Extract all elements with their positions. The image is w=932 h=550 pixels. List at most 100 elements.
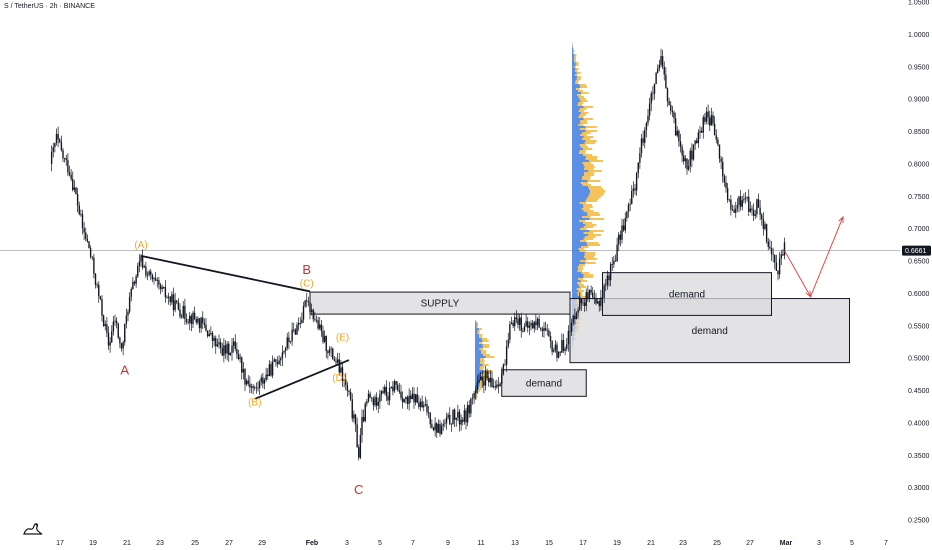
volume-profile-bar <box>583 226 594 228</box>
volume-profile-bar <box>572 58 575 60</box>
volume-profile-bar <box>572 136 584 138</box>
volume-profile-bar <box>482 340 489 342</box>
candle-body <box>174 300 176 311</box>
volume-profile-bar <box>477 332 480 334</box>
price-axis[interactable]: 1.0500 1.0000 0.9500 0.9000 0.8500 0.8000 0.75… <box>902 0 931 525</box>
volume-profile-bar <box>579 286 587 288</box>
volume-profile-bar <box>579 240 587 242</box>
volume-profile-bar <box>589 194 604 196</box>
candle-body <box>546 330 548 332</box>
candle-body <box>601 297 604 299</box>
volume-profile-bar <box>572 142 585 144</box>
candle-body <box>582 302 584 304</box>
x-tick-label-11: 9 <box>446 540 450 547</box>
candle-body <box>631 191 633 204</box>
volume-profile-bar <box>572 254 585 256</box>
candle-body <box>86 238 89 242</box>
projection-path <box>784 215 844 298</box>
candle-body <box>476 382 479 390</box>
candle-body <box>684 158 687 162</box>
candle-body <box>94 273 97 285</box>
candle-body <box>429 412 431 425</box>
candle-body <box>657 68 659 73</box>
candle-body <box>710 115 713 126</box>
candle-body <box>276 362 279 365</box>
candle-body <box>330 348 332 350</box>
candle-body <box>151 274 154 280</box>
volume-profile-bar <box>572 232 584 234</box>
candle-body <box>89 248 92 257</box>
volume-profile-bar <box>477 330 480 332</box>
candle-body <box>608 275 610 281</box>
zone-label-3: demand <box>669 290 705 301</box>
candle-body <box>306 300 308 302</box>
candle-body <box>138 261 141 267</box>
candle-body <box>730 199 732 210</box>
candle-body <box>418 402 420 408</box>
volume-profile-bar <box>572 208 582 210</box>
volume-profile-bar <box>475 340 483 342</box>
volume-profile-bar <box>572 144 580 146</box>
volume-profile-bar <box>475 324 477 326</box>
candle-body <box>743 199 745 201</box>
volume-profile-bar <box>475 330 478 332</box>
candle-body <box>393 381 396 392</box>
candle-body <box>271 361 274 376</box>
time-axis[interactable]: 17 19 21 23 25 27 29 Feb 3 5 7 9 11 13 15 17 19 21 23 25 27 M… <box>56 540 888 547</box>
volume-profile-bar <box>476 326 478 328</box>
volume-profile-bar <box>581 272 590 274</box>
candle-body <box>102 315 105 327</box>
wave-label-1: B <box>302 262 311 277</box>
volume-profile-bar <box>572 262 586 264</box>
candle-body <box>499 383 501 387</box>
candle-body <box>634 188 636 191</box>
candle-body <box>267 374 269 377</box>
volume-profile-bar <box>578 284 584 286</box>
volume-profile-bar <box>573 48 574 50</box>
volume-profile-bar <box>475 370 485 372</box>
tradingview-logo[interactable] <box>22 520 44 536</box>
candle-body <box>618 234 620 245</box>
candle-body <box>258 381 261 388</box>
candle-body <box>249 383 251 388</box>
volume-profile-bar <box>579 114 586 116</box>
candle-body <box>523 326 526 332</box>
volume-profile-bar <box>572 200 586 202</box>
candle-body <box>377 401 379 406</box>
candle-body <box>140 256 142 262</box>
volume-profile-bar <box>482 346 490 348</box>
volume-profile-bar <box>481 338 488 340</box>
candle-body <box>310 309 313 312</box>
candle-body <box>712 115 714 124</box>
candle-body <box>689 150 691 167</box>
volume-profile-bar <box>572 100 581 102</box>
candle-body <box>666 88 669 102</box>
candle-body <box>527 321 529 328</box>
candle-body <box>644 130 646 143</box>
candle-body <box>463 410 466 422</box>
candle-body <box>117 323 119 338</box>
candle-body <box>749 208 752 212</box>
candle-body <box>343 379 345 381</box>
volume-profile-bar <box>572 218 590 220</box>
y-tick-label-1: 1.0000 <box>908 32 930 39</box>
volume-profile-bar <box>584 256 595 258</box>
volume-profile-bar <box>479 358 485 360</box>
candle-body <box>262 377 264 384</box>
volume-profile-bar <box>576 88 580 90</box>
x-tick-label-5: 27 <box>225 540 233 547</box>
candle-body <box>93 257 95 274</box>
volume-profile-bar <box>574 58 576 60</box>
candle-body <box>400 391 402 398</box>
volume-profile-bar <box>475 320 477 322</box>
candle-body <box>351 399 353 419</box>
candle-body <box>203 323 206 325</box>
volume-profile-bar <box>576 72 581 74</box>
candle-body <box>260 377 262 382</box>
candle-body <box>127 311 129 316</box>
volume-profile-bar <box>573 52 574 54</box>
zone-3 <box>602 272 772 316</box>
volume-profile-bar <box>480 374 486 376</box>
candle-body <box>348 390 350 392</box>
